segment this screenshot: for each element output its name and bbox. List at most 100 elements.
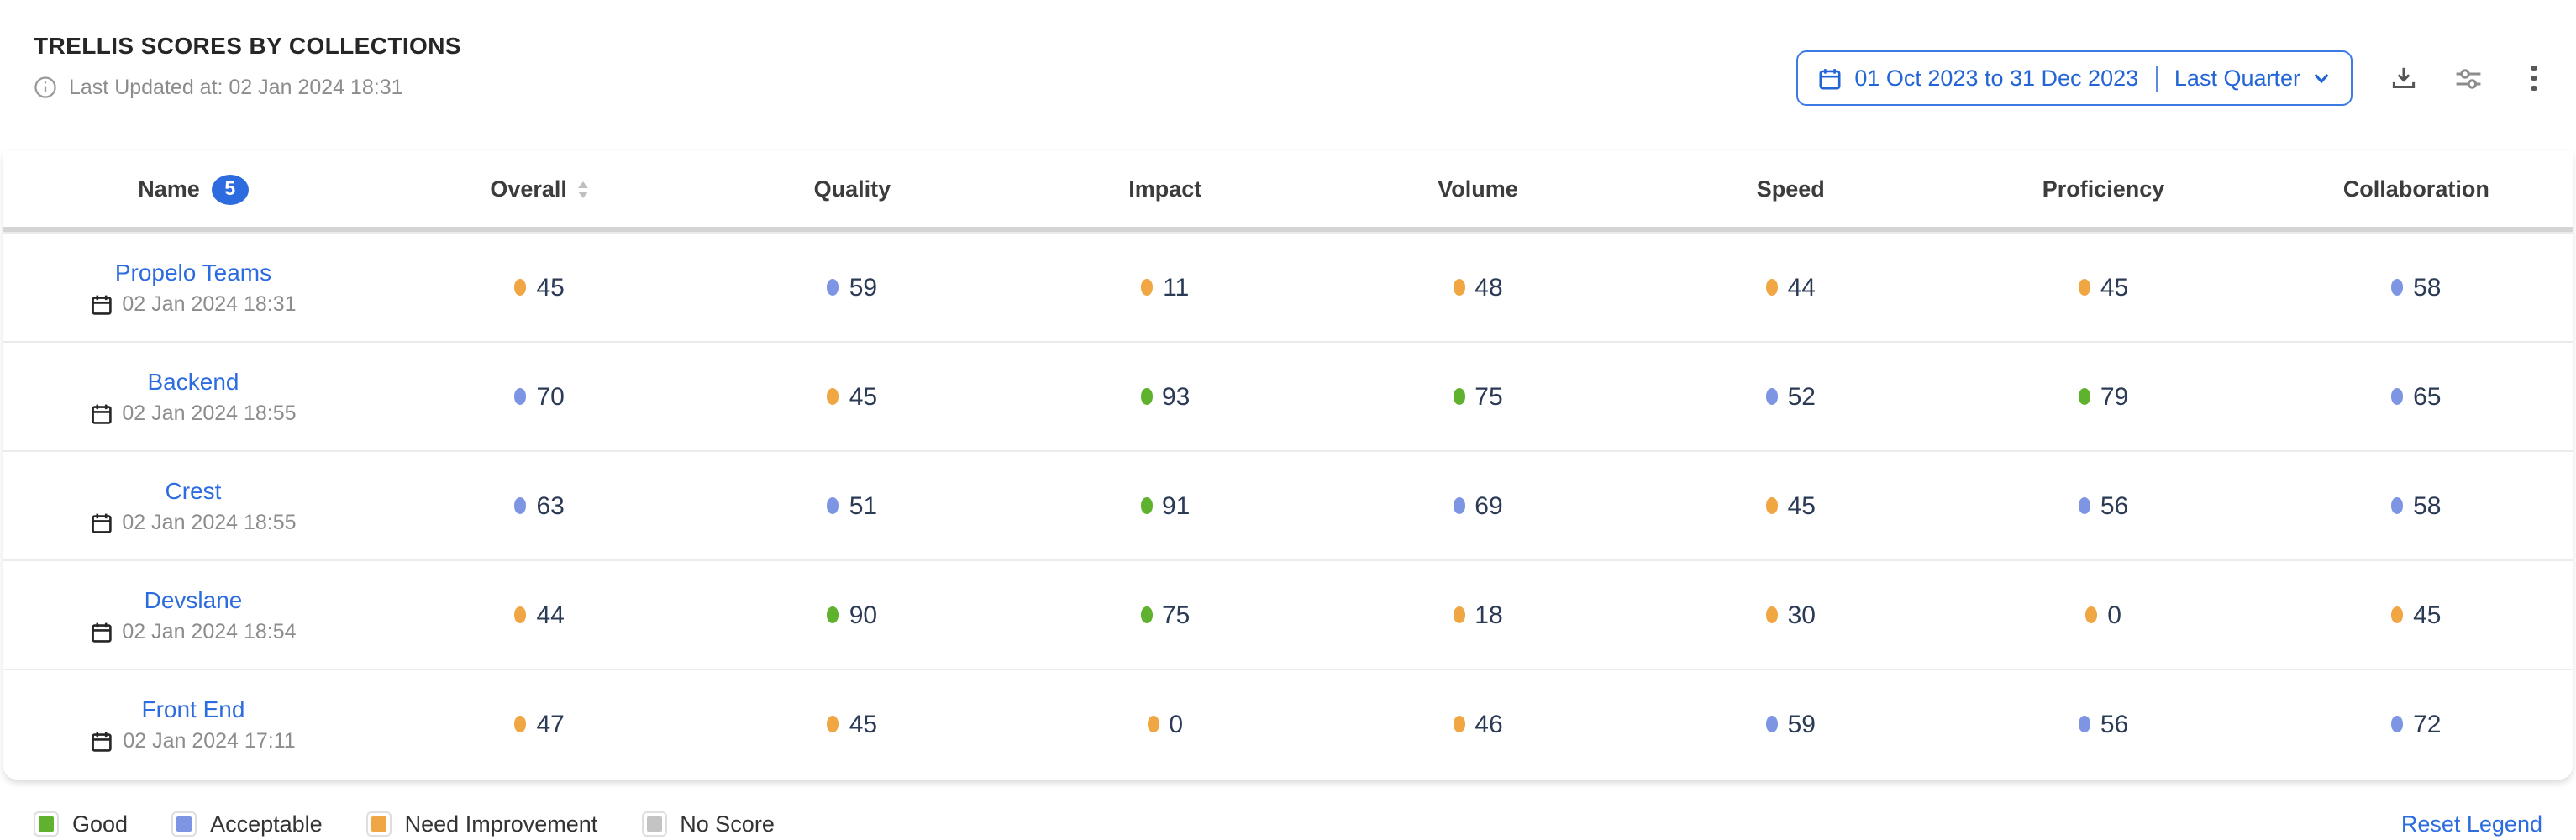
collection-count-badge: 5 <box>211 174 249 204</box>
score-dot <box>1453 606 1465 623</box>
date-preset-text: Last Quarter <box>2174 66 2300 91</box>
score-value: 46 <box>1475 710 1503 738</box>
score-value: 52 <box>1787 382 1816 411</box>
score-dot <box>1140 606 1152 623</box>
widget-title: TRELLIS SCORES BY COLLECTIONS <box>34 32 461 59</box>
score-dot <box>1140 388 1152 405</box>
row-timestamp: 02 Jan 2024 18:55 <box>122 402 297 425</box>
legend-color-swatch <box>371 816 386 832</box>
score-dot <box>1765 716 1778 732</box>
legend-checkbox <box>365 811 392 837</box>
collection-link[interactable]: Front End <box>141 696 245 722</box>
collection-link[interactable]: Crest <box>165 477 222 504</box>
score-value: 45 <box>536 273 565 302</box>
score-cell-speed: 52 <box>1634 382 1947 411</box>
score-dot <box>2078 716 2090 732</box>
score-cell-volume: 46 <box>1322 710 1634 738</box>
table-row: Propelo Teams 02 Jan 2024 18:31 45 59 11… <box>3 232 2573 341</box>
download-icon[interactable] <box>2388 63 2418 93</box>
score-cell-impact: 0 <box>1009 710 1322 738</box>
score-dot <box>827 388 839 405</box>
score-cell-quality: 90 <box>696 601 1008 629</box>
legend-item-good[interactable]: Good <box>34 811 128 837</box>
settings-sliders-icon[interactable] <box>2453 63 2484 93</box>
row-timestamp: 02 Jan 2024 18:31 <box>122 292 297 316</box>
widget-header-actions: 01 Oct 2023 to 31 Dec 2023 Last Quarter <box>1795 50 2549 106</box>
calendar-icon <box>1817 66 1841 90</box>
row-timestamp: 02 Jan 2024 17:11 <box>123 729 296 753</box>
column-header-overall[interactable]: Overall <box>383 176 696 202</box>
score-cell-quality: 45 <box>696 710 1008 738</box>
column-label: Name <box>138 176 200 202</box>
score-cell-speed: 44 <box>1634 273 1947 302</box>
legend-bar: Good Acceptable Need Improvement No Scor… <box>0 780 2576 837</box>
reset-legend-link[interactable]: Reset Legend <box>2400 811 2542 837</box>
legend-item-acceptable[interactable]: Acceptable <box>171 811 323 837</box>
legend-color-swatch <box>176 816 192 832</box>
score-dot <box>2391 497 2404 514</box>
score-cell-quality: 51 <box>696 491 1008 520</box>
column-header-proficiency: Proficiency <box>1947 176 2259 202</box>
score-value: 75 <box>1475 382 1503 411</box>
score-value: 58 <box>2413 273 2442 302</box>
score-dot <box>1765 388 1778 405</box>
scores-table: Name 5 Overall Quality Impact Volume Spe… <box>3 151 2573 780</box>
score-dot <box>514 279 527 296</box>
row-timestamp: 02 Jan 2024 18:55 <box>122 511 297 534</box>
score-value: 69 <box>1475 491 1503 520</box>
legend-item-no-score[interactable]: No Score <box>641 811 775 837</box>
score-cell-collaboration: 58 <box>2260 273 2573 302</box>
score-dot <box>1453 279 1465 296</box>
score-cell-collaboration: 65 <box>2260 382 2573 411</box>
score-dot <box>1453 497 1465 514</box>
score-dot <box>1140 497 1152 514</box>
sort-icon[interactable] <box>578 181 589 197</box>
score-cell-proficiency: 79 <box>1947 382 2259 411</box>
legend-color-swatch <box>39 816 54 832</box>
column-label: Collaboration <box>2342 176 2489 202</box>
row-updated: 02 Jan 2024 18:31 <box>90 292 297 316</box>
legend-item-need-improvement[interactable]: Need Improvement <box>365 811 597 837</box>
score-dot <box>2391 606 2404 623</box>
score-value: 65 <box>2413 382 2442 411</box>
score-value: 44 <box>536 601 565 629</box>
score-dot <box>2391 279 2404 296</box>
widget-header: TRELLIS SCORES BY COLLECTIONS Last Updat… <box>0 0 2576 106</box>
column-header-collaboration: Collaboration <box>2260 176 2573 202</box>
score-value: 59 <box>849 273 878 302</box>
score-dot <box>2391 388 2404 405</box>
legend-checkbox <box>641 811 667 837</box>
score-dot <box>2391 716 2404 732</box>
legend-color-swatch <box>646 816 662 832</box>
kebab-menu-icon[interactable] <box>2519 63 2549 93</box>
score-dot <box>514 716 527 732</box>
score-dot <box>1141 279 1154 296</box>
score-dot <box>827 716 839 732</box>
calendar-icon <box>91 730 113 752</box>
legend-checkbox <box>34 811 59 837</box>
column-label: Impact <box>1128 176 1202 202</box>
score-value: 30 <box>1787 601 1816 629</box>
score-value: 44 <box>1787 273 1816 302</box>
legend-checkbox <box>171 811 197 837</box>
collection-link[interactable]: Propelo Teams <box>114 259 272 286</box>
date-range-picker[interactable]: 01 Oct 2023 to 31 Dec 2023 Last Quarter <box>1795 50 2353 106</box>
chevron-down-icon <box>2312 69 2331 87</box>
collection-link[interactable]: Backend <box>147 368 239 395</box>
date-range-text: 01 Oct 2023 to 31 Dec 2023 <box>1854 66 2139 91</box>
collection-link[interactable]: Devslane <box>144 586 243 613</box>
score-cell-overall: 63 <box>383 491 696 520</box>
info-icon[interactable] <box>34 76 57 99</box>
header-divider <box>3 227 2573 232</box>
score-value: 51 <box>849 491 878 520</box>
table-row: Devslane 02 Jan 2024 18:54 44 90 75 18 3… <box>3 559 2573 669</box>
column-header-quality: Quality <box>696 176 1008 202</box>
row-updated: 02 Jan 2024 18:55 <box>90 402 297 425</box>
score-cell-collaboration: 45 <box>2260 601 2573 629</box>
column-label: Quality <box>813 176 891 202</box>
name-cell: Backend 02 Jan 2024 18:55 <box>3 368 383 425</box>
score-cell-speed: 30 <box>1634 601 1947 629</box>
score-cell-proficiency: 45 <box>1947 273 2259 302</box>
row-updated: 02 Jan 2024 18:55 <box>90 511 297 534</box>
